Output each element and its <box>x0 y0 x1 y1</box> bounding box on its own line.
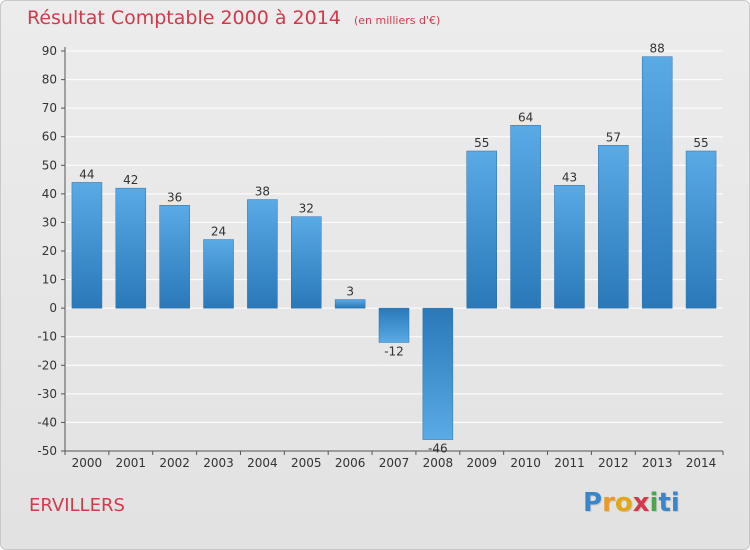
logo-letter: r <box>602 488 615 518</box>
data-labels: 44 42 36 24 38 32 3 -12 -46 55 64 43 57 88 55 <box>79 42 708 456</box>
data-label-2014: 55 <box>693 136 708 150</box>
bar-2010 <box>510 125 541 309</box>
y-tick-label: 80 <box>42 73 57 87</box>
x-tick-label: 2005 <box>291 456 322 470</box>
data-label-2005: 32 <box>299 202 314 216</box>
y-tick-label: -40 <box>37 415 57 429</box>
y-tick-label: -20 <box>37 358 57 372</box>
bar-2003 <box>203 239 234 309</box>
x-tick-label: 2009 <box>466 456 497 470</box>
bar-2002 <box>159 205 190 309</box>
data-label-2007: -12 <box>384 344 404 358</box>
y-tick-label: 70 <box>42 101 57 115</box>
logo-letter: o <box>614 488 633 518</box>
data-label-2000: 44 <box>79 167 94 181</box>
bar-2013 <box>641 56 673 309</box>
x-tick-label: 2001 <box>116 456 147 470</box>
bar-2008 <box>422 307 454 440</box>
x-tick-label: 2004 <box>247 456 278 470</box>
y-tick-label: -10 <box>37 330 57 344</box>
x-tick-label: 2002 <box>159 456 190 470</box>
x-tick-label: 2012 <box>598 456 629 470</box>
bar-2014 <box>685 150 717 309</box>
y-tick-label: 20 <box>42 244 57 258</box>
data-label-2012: 57 <box>606 130 621 144</box>
bar-2012 <box>598 145 629 309</box>
bar-2011 <box>554 185 585 309</box>
bar-2007 <box>378 307 410 343</box>
bar-2009 <box>466 150 497 309</box>
x-tick-label: 2013 <box>642 456 673 470</box>
data-label-2008: -46 <box>428 442 448 456</box>
logo-letter: P <box>583 488 603 518</box>
data-label-2002: 36 <box>167 190 182 204</box>
y-tick-label: 30 <box>42 215 57 229</box>
y-tick-label: 50 <box>42 158 57 172</box>
y-tick-label: 60 <box>42 130 57 144</box>
x-tick-label: 2006 <box>335 456 366 470</box>
commune-name: ERVILLERS <box>29 495 125 516</box>
bar-2000 <box>71 182 103 309</box>
y-tick-label: -50 <box>37 444 57 458</box>
data-label-2003: 24 <box>211 225 226 239</box>
data-label-2009: 55 <box>474 136 489 150</box>
logo-letter: ti <box>658 488 680 518</box>
logo-letter: x <box>632 488 650 518</box>
chart-title-unit: (en milliers d'€) <box>353 14 441 27</box>
bar-2005 <box>291 216 322 309</box>
y-tick-label: 90 <box>42 44 57 58</box>
data-label-2010: 64 <box>518 110 533 124</box>
bar-2001 <box>115 187 147 309</box>
chart-title-main: Résultat Comptable 2000 à 2014 <box>27 7 341 29</box>
bars <box>71 56 717 440</box>
bar-2006 <box>334 299 366 309</box>
y-tick-label: -30 <box>37 387 57 401</box>
y-tick-label: 10 <box>42 273 57 287</box>
data-label-2013: 88 <box>650 42 665 56</box>
x-tick-label: 2011 <box>554 456 585 470</box>
x-tick-label: 2003 <box>203 456 234 470</box>
x-tick-label: 2008 <box>423 456 454 470</box>
data-label-2011: 43 <box>562 170 577 184</box>
x-tick-label: 2000 <box>72 456 103 470</box>
data-label-2006: 3 <box>346 285 354 299</box>
y-tick-label: 40 <box>42 187 57 201</box>
proxiti-logo[interactable]: Proxiti <box>583 488 680 518</box>
x-tick-label: 2014 <box>686 456 717 470</box>
chart-title: Résultat Comptable 2000 à 2014 (en milli… <box>27 7 440 29</box>
data-label-2001: 42 <box>123 173 138 187</box>
logo-letter: i <box>649 488 659 518</box>
x-tick-label: 2010 <box>510 456 541 470</box>
bar-2004 <box>247 199 278 309</box>
x-tick-label: 2007 <box>379 456 410 470</box>
y-tick-label: 0 <box>49 301 57 315</box>
data-label-2004: 38 <box>255 185 270 199</box>
